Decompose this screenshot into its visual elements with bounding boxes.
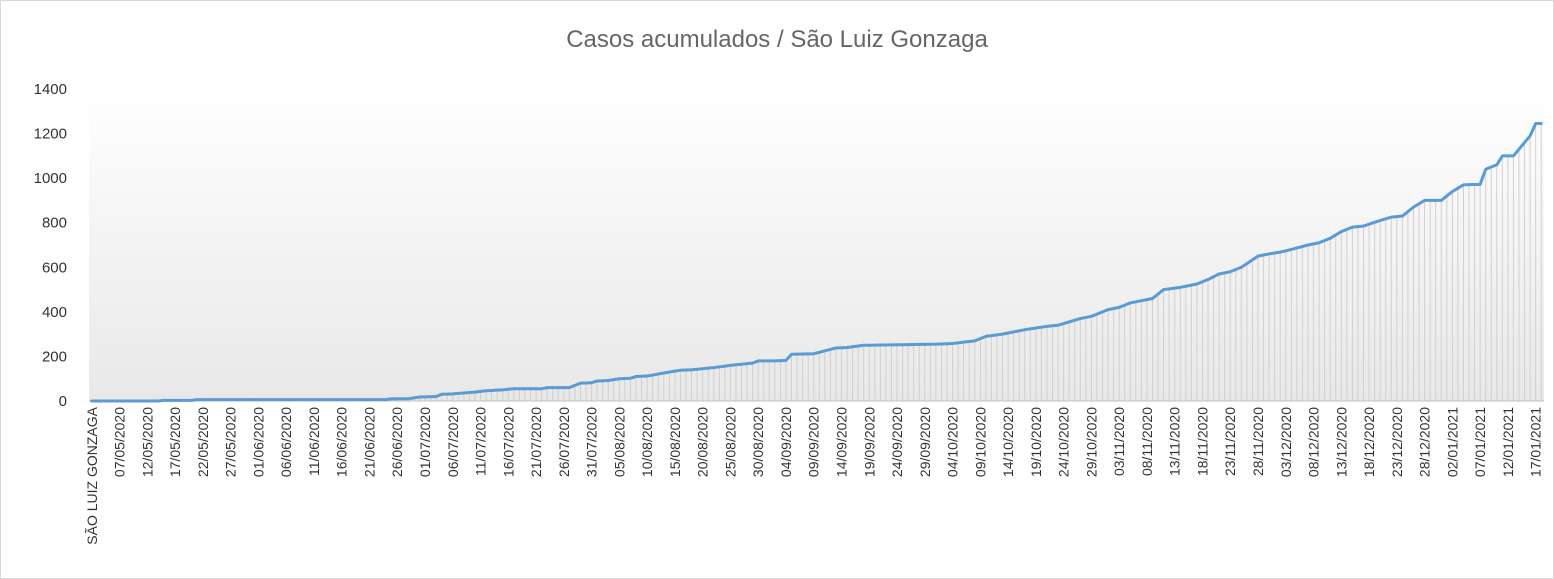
x-tick-label: 19/10/2020: [1028, 407, 1044, 477]
x-tick-label: 07/01/2021: [1472, 407, 1488, 477]
x-tick-label: 12/01/2021: [1500, 407, 1516, 477]
x-tick-label: 04/09/2020: [778, 407, 794, 477]
x-tick-label: 13/12/2020: [1333, 407, 1349, 477]
x-tick-label: 29/10/2020: [1083, 407, 1099, 477]
x-tick-label: 01/06/2020: [250, 407, 266, 477]
x-axis: SÃO LUIZ GONZAGA 07/05/2020 12/05/2020 17/0…: [84, 406, 1544, 544]
x-tick-label: 29/09/2020: [917, 407, 933, 477]
x-tick-label: 06/07/2020: [445, 407, 461, 477]
x-tick-label: 15/08/2020: [667, 407, 683, 477]
y-tick-label: 600: [42, 259, 67, 276]
x-tick-label: 07/05/2020: [112, 407, 128, 477]
x-tick-label: 31/07/2020: [584, 407, 600, 477]
area-fill-hatching: [163, 123, 1542, 401]
y-tick-label: 1200: [34, 126, 67, 143]
x-tick-label: 17/01/2021: [1528, 407, 1544, 477]
x-tick-label: 21/07/2020: [528, 407, 544, 477]
y-tick-label: 1400: [34, 81, 67, 98]
y-tick-label: 0: [59, 393, 67, 410]
x-tick-label: 01/07/2020: [417, 407, 433, 477]
x-tick-label: 30/08/2020: [750, 407, 766, 477]
x-tick-label: 26/07/2020: [556, 407, 572, 477]
x-tick-label: 03/12/2020: [1278, 407, 1294, 477]
x-tick-label: 28/11/2020: [1250, 407, 1266, 476]
x-tick-label: 16/07/2020: [500, 407, 516, 477]
x-tick-label: 14/09/2020: [833, 407, 849, 477]
x-tick-label: 16/06/2020: [334, 407, 350, 477]
y-tick-label: 800: [42, 215, 67, 232]
x-tick-label: 22/05/2020: [195, 407, 211, 477]
x-tick-label: 12/05/2020: [139, 407, 155, 477]
x-tick-label: 08/11/2020: [1139, 407, 1155, 476]
plot-area-background: [89, 86, 1544, 401]
x-tick-label: 25/08/2020: [722, 407, 738, 477]
y-tick-label: 200: [42, 348, 67, 365]
x-tick-label: 10/08/2020: [639, 407, 655, 477]
x-tick-label: 28/12/2020: [1417, 407, 1433, 477]
x-tick-label: 18/12/2020: [1361, 407, 1377, 477]
x-tick-label: 19/09/2020: [861, 407, 877, 477]
x-tick-label: 21/06/2020: [361, 407, 377, 477]
x-tick-label: 08/12/2020: [1306, 407, 1322, 477]
series-line-casos: [90, 122, 1543, 403]
x-tick-label: 05/08/2020: [611, 407, 627, 477]
x-tick-label: 06/06/2020: [278, 407, 294, 477]
x-tick-label: 14/10/2020: [1000, 407, 1016, 477]
x-tick-label: 09/09/2020: [806, 407, 822, 477]
x-tick-label: 24/10/2020: [1056, 407, 1072, 477]
x-tick-label: 17/05/2020: [167, 407, 183, 477]
x-tick-label: 20/08/2020: [695, 407, 711, 477]
x-tick-label: 24/09/2020: [889, 407, 905, 477]
x-tick-label: 13/11/2020: [1167, 407, 1183, 476]
x-tick-label: 11/07/2020: [473, 407, 489, 476]
x-tick-label: 02/01/2021: [1444, 407, 1460, 477]
y-axis: 0 200 400 600 800 1000 1200 1400: [34, 81, 67, 410]
x-tick-label: 27/05/2020: [223, 407, 239, 477]
x-tick-label: SÃO LUIZ GONZAGA: [84, 406, 100, 544]
x-tick-label: 18/11/2020: [1194, 407, 1210, 476]
y-tick-label: 400: [42, 304, 67, 321]
chart-title: Casos acumulados / São Luiz Gonzaga: [566, 26, 988, 53]
x-tick-label: 11/06/2020: [306, 407, 322, 476]
y-tick-label: 1000: [34, 170, 67, 187]
x-tick-label: 09/10/2020: [972, 407, 988, 477]
x-tick-label: 04/10/2020: [945, 407, 961, 477]
x-tick-label: 26/06/2020: [389, 407, 405, 477]
x-tick-label: 23/11/2020: [1222, 407, 1238, 476]
x-tick-label: 23/12/2020: [1389, 407, 1405, 477]
x-tick-label: 03/11/2020: [1111, 407, 1127, 476]
